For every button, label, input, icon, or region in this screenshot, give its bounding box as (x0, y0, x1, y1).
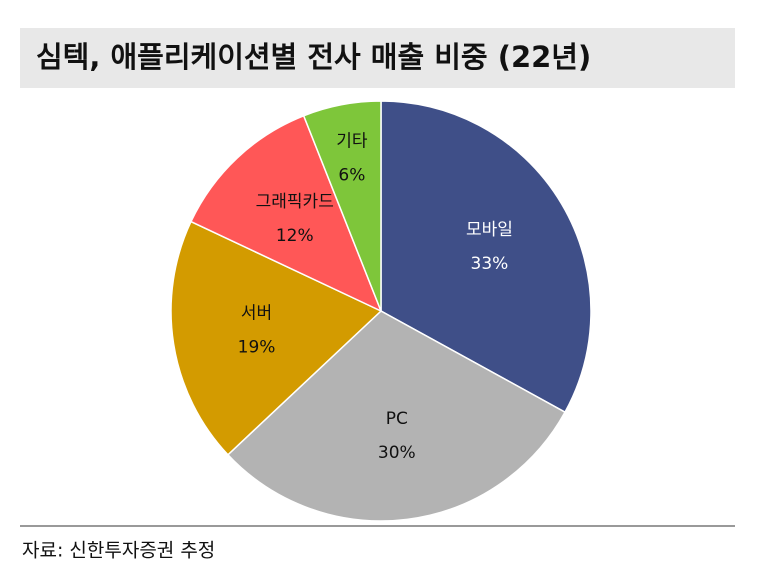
slice-label: 서버 (241, 304, 272, 324)
pie-slice (189, 114, 383, 313)
pie-slice (226, 310, 567, 522)
slice-label: 그래픽카드 (256, 192, 334, 212)
value-label: 19% (238, 338, 276, 358)
slice-label: 기타 (336, 131, 368, 151)
title-band (20, 28, 735, 88)
pie-slice (302, 100, 382, 312)
value-label: 12% (276, 226, 314, 246)
value-label: 30% (378, 443, 416, 463)
pie: 모바일 33% PC 30% 서버 19% 그래픽카드 12% 기타 6% (170, 100, 592, 522)
value-label: 33% (471, 254, 509, 274)
slice-label: 모바일 (466, 220, 513, 240)
source: 자료: 신한투자증권 추정 (22, 540, 215, 562)
pie-slice (380, 100, 592, 414)
chart-title: 심텍, 애플리케이션별 전사 매출 비중 (22년) (36, 40, 591, 74)
pie-slice (170, 220, 383, 456)
value-label: 6% (338, 165, 365, 185)
slice-label: PC (386, 409, 408, 429)
